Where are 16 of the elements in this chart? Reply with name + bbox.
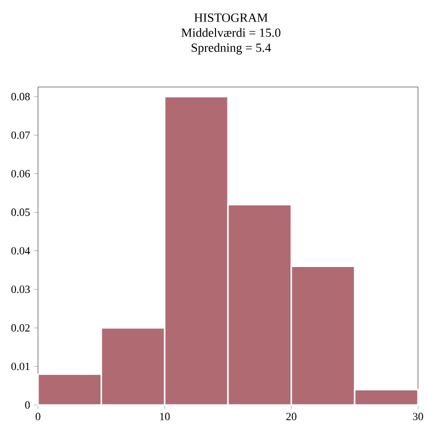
x-tick-label: 10 [160,412,170,420]
x-tick-label: 0 [36,412,40,420]
x-tick-label: 20 [286,412,296,420]
y-tick-label: 0.08 [11,92,30,100]
y-tick-label: 0.01 [11,362,30,370]
chart-title: HISTOGRAM [194,14,268,22]
y-tick-label: 0.02 [11,324,30,332]
y-tick-label: 0.05 [11,208,30,216]
y-tick-label: 0.04 [11,247,30,255]
y-tick-label: 0.06 [11,170,30,178]
y-tick-label: 0 [25,401,30,409]
y-tick-label: 0.03 [11,286,30,294]
x-tick-label: 30 [413,412,424,420]
chart-subtitle: Middelværdi = 15.0 [181,28,280,37]
y-tick-label: 0.07 [11,131,30,139]
text: Spredning = 5.4 [192,43,271,55]
